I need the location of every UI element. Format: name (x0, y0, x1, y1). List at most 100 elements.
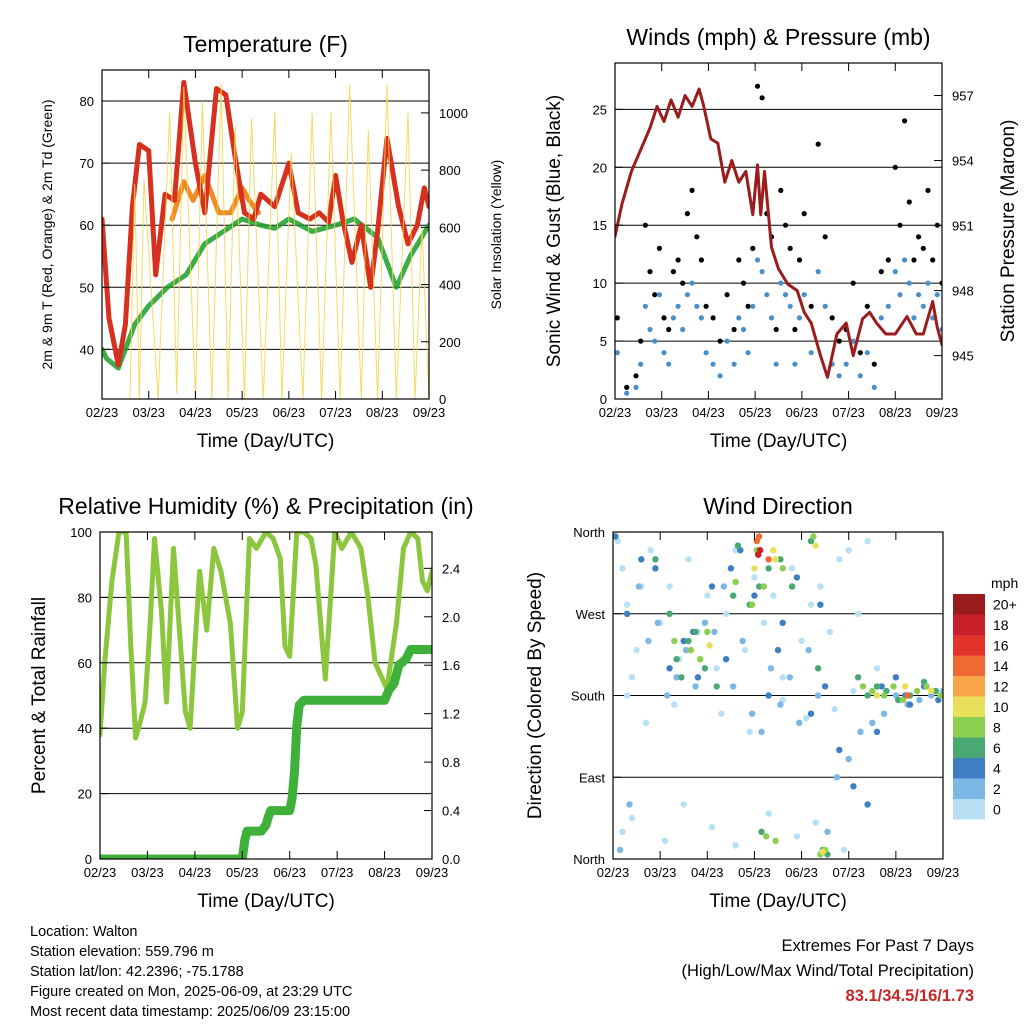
x-axis-label: Time (Day/UTC) (709, 891, 847, 912)
y-tick-label: 60 (80, 218, 94, 233)
data-point (633, 646, 640, 654)
data-point (850, 280, 856, 286)
data-point (689, 187, 695, 193)
colorbar-label: 4 (993, 760, 1001, 776)
data-point (892, 164, 898, 170)
data-point (864, 537, 871, 545)
data-point (864, 801, 871, 808)
y-right-tick-label: 200 (439, 335, 461, 350)
data-point (772, 556, 779, 563)
series-line (100, 532, 432, 741)
x-axis-label: Time (Day/UTC) (197, 431, 335, 452)
data-point (754, 257, 761, 263)
y-right-tick-label: 951 (952, 219, 974, 234)
data-point (916, 292, 922, 298)
data-point (854, 610, 862, 617)
data-point (803, 715, 810, 722)
data-point (759, 95, 765, 101)
data-point (647, 547, 654, 554)
data-point (857, 350, 863, 356)
colorbar-swatch (953, 676, 985, 697)
y-tick-label: 50 (80, 280, 94, 295)
data-point (680, 637, 687, 645)
data-point (656, 292, 663, 298)
x-tick-label: 05/23 (739, 405, 772, 420)
data-point (777, 556, 784, 563)
y-tick-label: South (571, 689, 605, 704)
data-point (793, 574, 801, 581)
y-right-tick-label: 1000 (439, 106, 468, 121)
data-point (768, 315, 775, 321)
data-point (773, 361, 779, 367)
data-point (748, 710, 756, 717)
data-point (850, 687, 857, 695)
data-point (925, 280, 931, 286)
winds-pressure-panel: Winds (mph) & Pressure (mb) 02/23 03/23 04/… (544, 24, 1019, 452)
data-point (786, 674, 793, 681)
data-point (732, 842, 739, 849)
data-point (911, 257, 917, 263)
humidity-precip-panel: Relative Humidity (%) & Precipitation (i… (29, 493, 474, 912)
data-point (666, 326, 672, 333)
data-point (906, 280, 912, 286)
data-point (845, 755, 852, 763)
data-point (826, 628, 834, 636)
data-point (748, 601, 756, 608)
data-point (765, 810, 772, 817)
data-point (897, 222, 903, 228)
data-point (836, 373, 842, 379)
colorbar-swatch (953, 778, 985, 799)
data-point (857, 728, 864, 735)
x-tick-label: 03/23 (644, 865, 677, 880)
data-point (685, 556, 692, 563)
data-point (647, 269, 653, 275)
data-point (885, 303, 891, 309)
data-point (692, 628, 699, 636)
colorbar-swatch (953, 737, 985, 758)
data-point (892, 674, 900, 681)
data-point (718, 710, 725, 717)
data-point (792, 326, 798, 333)
data-point (836, 746, 843, 754)
data-point (675, 257, 681, 263)
x-tick-label: 09/23 (413, 405, 446, 420)
data-point (666, 665, 673, 672)
data-point (925, 187, 931, 193)
data-point (770, 547, 777, 554)
created-text: Figure created on Mon, 2025-06-09, at 23… (30, 984, 353, 1000)
y-right-tick-label: 948 (952, 284, 974, 299)
plot-frame (101, 69, 430, 400)
data-point (661, 350, 667, 356)
data-point (932, 687, 940, 695)
x-tick-label: 07/23 (321, 865, 354, 880)
data-point (623, 601, 631, 608)
data-point (724, 292, 730, 298)
data-point (845, 547, 852, 554)
data-point (685, 637, 692, 645)
y-tick-label: 25 (593, 102, 607, 117)
colorbar-swatch (953, 696, 985, 717)
data-point (916, 696, 923, 704)
data-point (734, 542, 742, 549)
data-point (647, 326, 653, 333)
data-point (739, 637, 746, 645)
data-point (751, 565, 758, 572)
data-point (892, 269, 898, 275)
data-point (779, 619, 786, 626)
data-point (731, 326, 737, 333)
y-axis-label: Direction (Colored By Speed) (525, 572, 546, 819)
data-point (692, 683, 699, 690)
x-axis-label: Time (Day/UTC) (197, 891, 335, 912)
data-point (787, 245, 793, 251)
data-point (815, 269, 821, 275)
data-point (670, 315, 677, 321)
data-point (652, 292, 658, 298)
data-point (755, 551, 762, 558)
colorbar-swatch (953, 717, 985, 738)
data-point (796, 719, 803, 726)
x-tick-label: 04/23 (692, 405, 725, 420)
data-point (807, 710, 815, 717)
data-point (666, 583, 673, 590)
data-point (812, 819, 819, 826)
data-point (859, 683, 867, 690)
